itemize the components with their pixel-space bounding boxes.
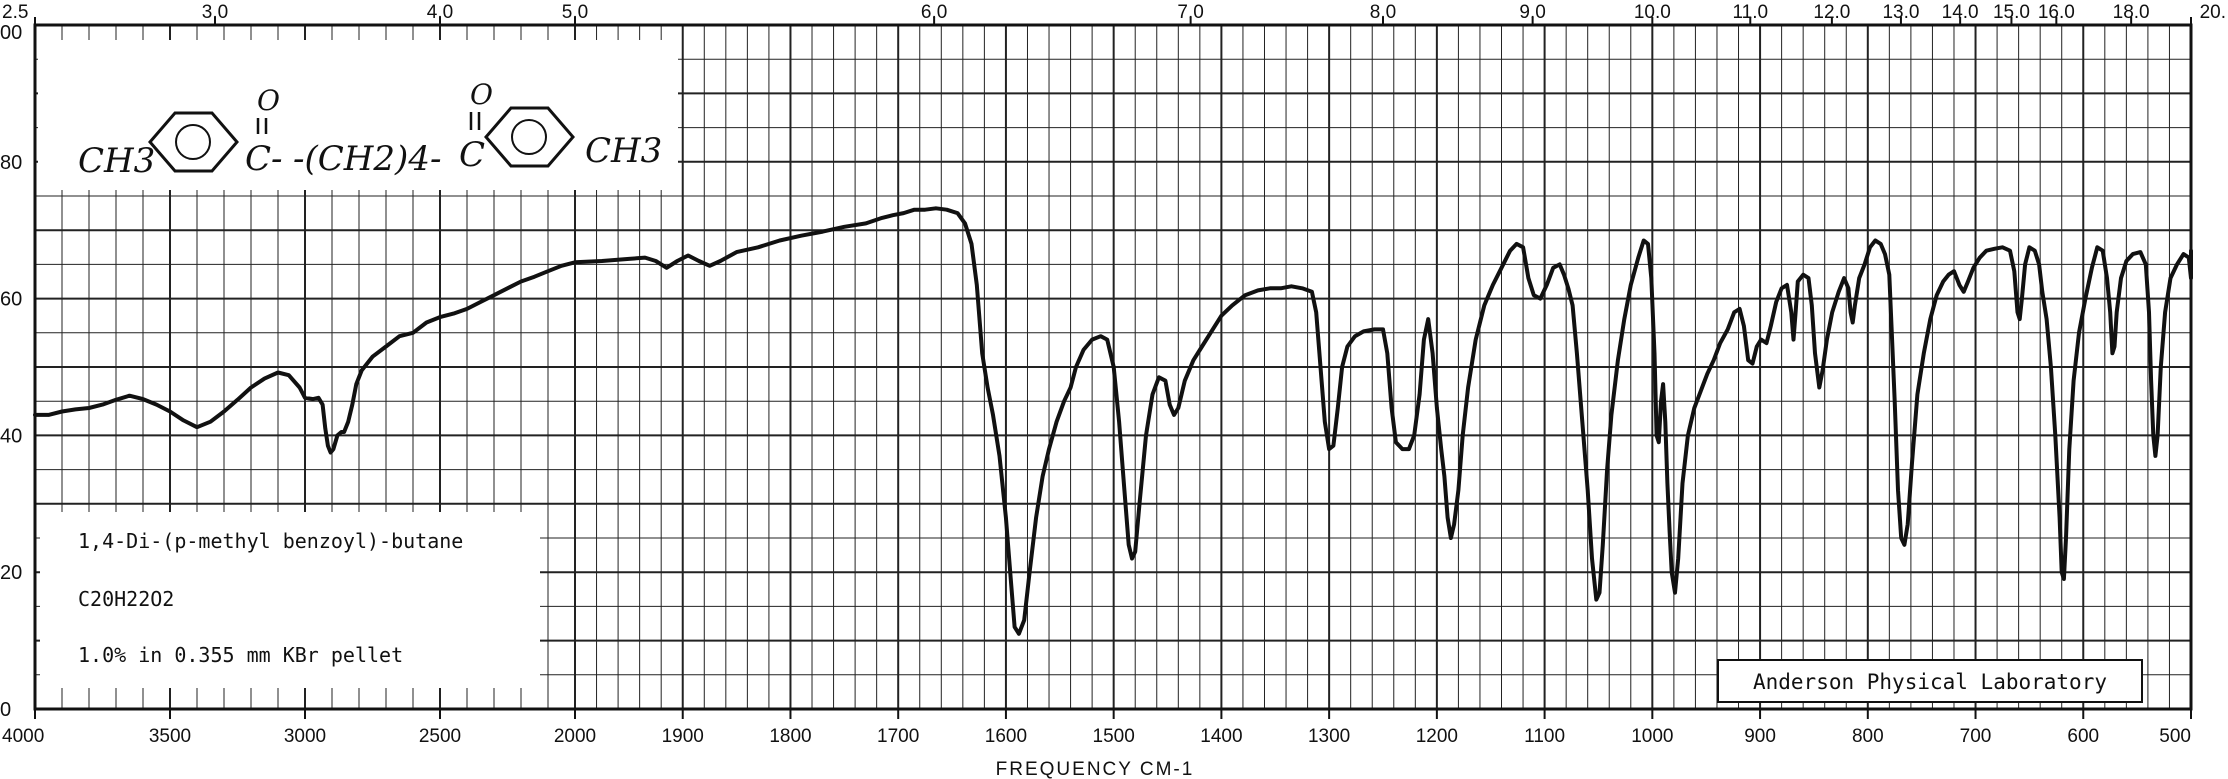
top-tick-label: 18.0 xyxy=(2113,2,2150,23)
top-tick-label: 6.0 xyxy=(921,2,947,23)
top-tick-label: 16.0 xyxy=(2038,2,2075,23)
bottom-axis-ticks: 4000 3500 3000 2500 2000 1900 1800 1700 1600 1500… xyxy=(2,709,2192,747)
left-benzene-ring xyxy=(148,111,239,173)
x-tick-label: 1000 xyxy=(1631,726,1673,747)
y-axis-ticks: 0 20 40 60 80 00 xyxy=(0,22,22,721)
x-tick-label: 1400 xyxy=(1200,726,1242,747)
x-tick-label: 2000 xyxy=(554,726,596,747)
top-tick-label: 12.0 xyxy=(1813,2,1850,23)
x-tick-label: 900 xyxy=(1744,726,1776,747)
y-tick-label: 0 xyxy=(0,699,11,721)
x-tick-label: 1900 xyxy=(662,726,704,747)
oxygen-label-1: O xyxy=(257,84,280,117)
plot-frame xyxy=(33,23,2193,711)
x-tick-label: 500 xyxy=(2159,726,2191,747)
right-ring-circle xyxy=(511,119,547,155)
spectrum-trace xyxy=(33,206,2193,636)
top-tick-label: 9.0 xyxy=(1519,2,1545,23)
top-tick-label: 2.5 xyxy=(2,2,28,23)
right-methyl-label: CH3 xyxy=(585,131,662,171)
x-tick-label: 1300 xyxy=(1308,726,1350,747)
methylene-chain-label: -(CH2)4- xyxy=(293,139,441,179)
molecular-formula: C20H22O2 xyxy=(78,587,174,611)
left-ring-circle xyxy=(175,124,211,160)
x-tick-label: 1100 xyxy=(1524,726,1565,747)
sample-info-box: 1,4-Di-(p-methyl benzoyl)-butane C20H22O… xyxy=(40,512,540,688)
top-tick-label: 7.0 xyxy=(1177,2,1203,23)
oxygen-label-2: O xyxy=(470,78,493,111)
top-tick-label: 14.0 xyxy=(1942,2,1979,23)
x-tick-label: 1600 xyxy=(985,726,1027,747)
x-tick-label: 3000 xyxy=(284,726,326,747)
x-axis-title: FREQUENCY CM-1 xyxy=(996,759,1195,779)
lab-name: Anderson Physical Laboratory xyxy=(1753,670,2107,694)
carbonyl-label-2: C xyxy=(459,135,485,175)
y-tick-label: 00 xyxy=(0,22,22,44)
top-tick-label: 8.0 xyxy=(1370,2,1396,23)
compound-name: 1,4-Di-(p-methyl benzoyl)-butane xyxy=(78,529,463,553)
x-tick-label: 1800 xyxy=(769,726,811,747)
top-tick-label: 20. xyxy=(2200,2,2226,23)
top-tick-label: 4.0 xyxy=(427,2,453,23)
y-tick-label: 20 xyxy=(0,562,22,584)
x-tick-label: 3500 xyxy=(149,726,191,747)
top-tick-label: 11.0 xyxy=(1732,2,1768,23)
top-tick-label: 5.0 xyxy=(562,2,588,23)
top-tick-label: 13.0 xyxy=(1882,2,1919,23)
x-tick-label: 700 xyxy=(1960,726,1992,747)
molecule-structure: CH3 O C- -(CH2)4- O C CH3 xyxy=(38,40,678,190)
lab-label-box: Anderson Physical Laboratory xyxy=(1717,659,2143,703)
top-tick-label: 3.0 xyxy=(202,2,228,23)
right-benzene-ring xyxy=(484,106,575,168)
x-tick-label: 1700 xyxy=(877,726,919,747)
sample-concentration: 1.0% in 0.355 mm KBr pellet xyxy=(78,643,403,667)
y-tick-label: 40 xyxy=(0,425,22,447)
x-tick-label: 2500 xyxy=(419,726,461,747)
x-tick-label: 4000 xyxy=(2,726,44,747)
x-tick-label: 600 xyxy=(2067,726,2099,747)
y-tick-label: 80 xyxy=(0,152,22,174)
x-tick-label: 800 xyxy=(1852,726,1884,747)
top-axis-ticks: 2.5 3.0 4.0 5.0 6.0 7.0 8.0 9.0 10.0 11.0 12.0 13.0… xyxy=(2,2,2226,25)
x-tick-label: 1200 xyxy=(1416,726,1458,747)
x-tick-label: 1500 xyxy=(1093,726,1135,747)
carbonyl-label-1: C- xyxy=(245,139,283,179)
left-methyl-label: CH3 xyxy=(78,141,155,181)
top-tick-label: 15.0 xyxy=(1993,2,2030,23)
top-tick-label: 10.0 xyxy=(1634,2,1671,23)
y-tick-label: 60 xyxy=(0,289,22,311)
